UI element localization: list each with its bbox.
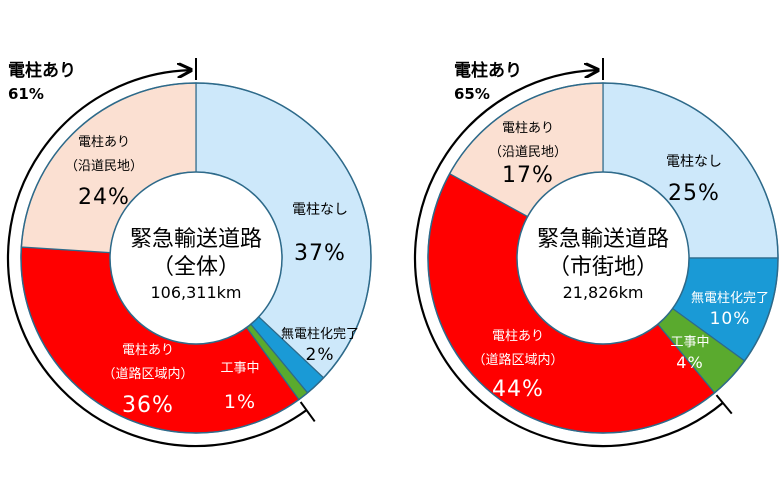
group-label: 電柱あり — [8, 60, 76, 81]
group-value-label: 61% — [8, 85, 44, 103]
slice-value-label: 4% — [676, 353, 703, 372]
slice-label: （道路区域内） — [102, 366, 193, 382]
chart-total: 106,311km — [150, 283, 241, 302]
slice-label: 無電柱化完了 — [691, 291, 769, 306]
slice-label: （道路区域内） — [472, 352, 563, 368]
slice-label: 電柱あり — [492, 329, 544, 344]
group-bracket-arrow — [6, 70, 308, 448]
slice-label: 工事中 — [220, 361, 259, 376]
slice-value-label: 24% — [78, 185, 130, 210]
slice-label: 工事中 — [670, 335, 709, 350]
slice-label: （沿道民地） — [489, 145, 567, 160]
chart-total: 21,826km — [563, 283, 644, 302]
slice-label: （沿道民地） — [65, 159, 143, 174]
chart-subtitle: （全体） — [152, 255, 240, 280]
donut-outline — [427, 82, 779, 434]
chart-subtitle: （市街地） — [548, 255, 658, 280]
slice-value-label: 44% — [492, 377, 544, 402]
slice-value-label: 36% — [122, 393, 174, 418]
donut-hole — [516, 171, 690, 345]
group-label: 電柱あり — [454, 60, 522, 81]
slice-label: 電柱なし — [292, 202, 348, 218]
group-bracket-tick — [715, 394, 733, 415]
donut-hole — [109, 171, 283, 345]
donut-chart-1: 緊急輸送道路 （全体） 106,311km 電柱なし 37% 無電柱化完了 2% 工事中 1% 電… — [6, 58, 372, 448]
slice-label: 電柱あり — [502, 121, 554, 136]
slice-value-label: 2% — [306, 345, 335, 365]
slice-value-label: 17% — [502, 163, 554, 188]
donut-chart-2: 緊急輸送道路 （市街地） 21,826km 電柱なし 25% 無電柱化完了 10%工事中 4%… — [413, 58, 779, 448]
slice-label: 無電柱化完了 — [281, 327, 359, 342]
slice-label: 電柱あり — [122, 343, 174, 358]
slice-value-label: 37% — [294, 241, 346, 266]
chart-title: 緊急輸送道路 — [537, 227, 669, 252]
group-bracket-tick — [299, 401, 316, 423]
slice-value-label: 25% — [668, 181, 720, 206]
slice-value-label: 1% — [224, 391, 256, 413]
slice-label: 電柱なし — [666, 154, 722, 170]
group-value-label: 65% — [454, 85, 490, 103]
slice-value-label: 10% — [710, 309, 751, 329]
chart-title: 緊急輸送道路 — [130, 227, 262, 252]
group-bracket-arrow — [413, 70, 724, 448]
slice-label: 電柱あり — [78, 135, 130, 150]
donut-outline — [20, 82, 372, 434]
